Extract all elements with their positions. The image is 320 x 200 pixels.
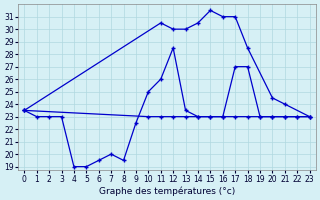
X-axis label: Graphe des températures (°c): Graphe des températures (°c) [99, 186, 235, 196]
